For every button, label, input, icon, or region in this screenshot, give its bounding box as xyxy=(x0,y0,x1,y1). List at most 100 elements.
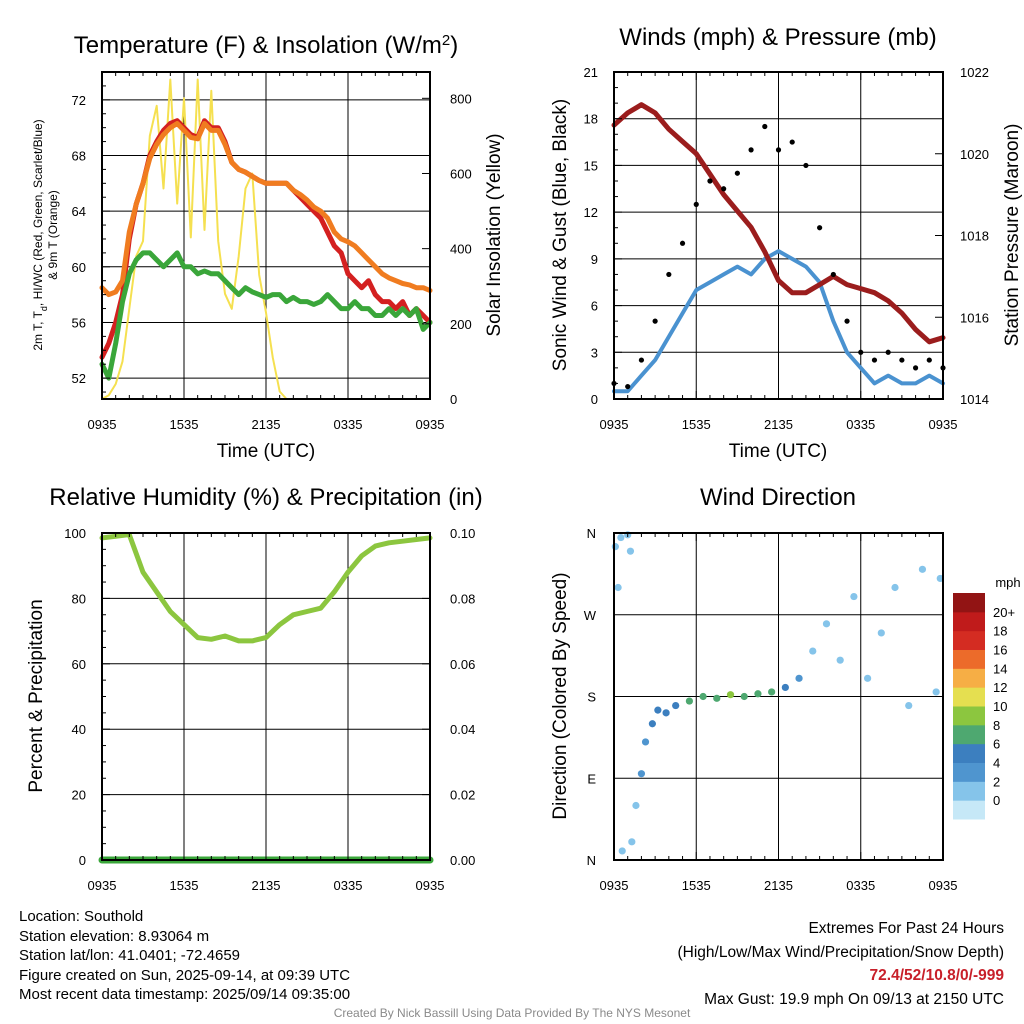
direction-point xyxy=(699,692,707,701)
wind-ytick-label: 6 xyxy=(591,299,598,314)
rh-y2tick-label: 0.02 xyxy=(450,788,475,803)
winds-ylabel: Sonic Wind & Gust (Blue, Black) xyxy=(550,99,571,371)
dir-xtick-label: 0935 xyxy=(600,878,629,893)
colorbar-label: 10 xyxy=(993,699,1007,714)
colorbar-swatch xyxy=(953,706,985,726)
gust-point xyxy=(638,357,645,363)
temp-y2tick-label: 800 xyxy=(450,91,472,106)
dir-ytick-label: N xyxy=(587,853,596,868)
temp-ytick-label: 52 xyxy=(72,371,86,386)
svg-text:2m T, Td, HI/WC (Red, Green, S: 2m T, Td, HI/WC (Red, Green, Scarlet/Blu… xyxy=(31,119,49,350)
direction-title: Wind Direction xyxy=(700,484,856,511)
temperature-series xyxy=(99,78,433,400)
winds-ticks: 0935 1535 2135 0335 093503691215182110141016… xyxy=(584,65,989,432)
winds-panel: Winds (mph) & Pressure (mb) 0935 1535 2135… xyxy=(550,24,1023,462)
gust-point xyxy=(652,318,658,324)
station-latlon: Station lat/lon: 41.0401; -72.4659 xyxy=(19,947,241,965)
dir-xtick-label: 2135 xyxy=(764,878,793,893)
wind-ytick-label: 15 xyxy=(584,158,598,173)
gust-point xyxy=(679,240,686,246)
direction-grid xyxy=(613,532,944,861)
wind-ytick-label: 18 xyxy=(584,112,598,127)
direction-point xyxy=(932,688,940,696)
extremes-block: Extremes For Past 24 Hours (High/Low/Max… xyxy=(678,917,1005,1011)
rh-y2tick-label: 0.08 xyxy=(450,591,475,606)
temp-xtick-label: 2135 xyxy=(252,417,281,432)
direction-point xyxy=(641,738,650,746)
direction-point xyxy=(877,629,885,637)
gust-point xyxy=(707,178,713,184)
dir-xtick-label: 0335 xyxy=(846,878,875,893)
colorbar: 0 2 4 6 8 10 12 14 16 18 20+ xyxy=(953,593,1015,820)
wind-y2tick-label: 1014 xyxy=(960,392,989,407)
temp-y2tick-label: 0 xyxy=(450,392,457,407)
colorbar-swatch xyxy=(953,724,985,745)
wind-xtick-label: 0935 xyxy=(600,417,629,432)
temperature-grid xyxy=(101,72,431,399)
direction-point xyxy=(611,543,619,551)
gust-point xyxy=(775,147,782,153)
temp-ytick-label: 60 xyxy=(72,260,86,275)
extremes-values: 72.4/52/10.8/0/-999 xyxy=(869,967,1004,984)
gust-point xyxy=(762,123,768,130)
rh-xtick-label: 1535 xyxy=(170,878,199,893)
credit-line: Created By Nick Bassill Using Data Provi… xyxy=(333,1006,691,1020)
colorbar-swatch xyxy=(953,743,985,763)
temp-ytick-label: 56 xyxy=(72,315,86,330)
temperature-xlabel: Time (UTC) xyxy=(217,441,316,462)
colorbar-swatch xyxy=(953,781,985,801)
colorbar-swatch xyxy=(953,630,985,650)
colorbar-label: 14 xyxy=(993,661,1007,676)
winds-title: Winds (mph) & Pressure (mb) xyxy=(619,24,936,51)
rh-xtick-label: 0935 xyxy=(88,878,117,893)
direction-point xyxy=(617,533,625,542)
direction-point xyxy=(822,620,831,628)
temperature-y2label: Solar Insolation (Yellow) xyxy=(484,133,505,336)
temp-series-td xyxy=(99,250,433,381)
rh-ytick-label: 0 xyxy=(79,853,86,868)
dir-xtick-label: 1535 xyxy=(682,878,711,893)
rh-series-relative-humidity xyxy=(99,532,433,644)
temperature-title: Temperature (F) & Insolation (W/m2) xyxy=(74,32,458,60)
rh-ytick-label: 100 xyxy=(64,526,86,541)
direction-point xyxy=(891,583,899,592)
direction-point xyxy=(632,801,640,810)
extremes-title: Extremes For Past 24 Hours xyxy=(808,920,1004,937)
direction-point xyxy=(614,583,622,592)
direction-point xyxy=(672,701,680,710)
direction-point xyxy=(850,592,858,601)
colorbar-label: 20+ xyxy=(993,605,1015,620)
rh-xtick-label: 0335 xyxy=(334,878,363,893)
temp-xtick-label: 0935 xyxy=(88,417,117,432)
wind-y2tick-label: 1022 xyxy=(960,65,989,80)
direction-panel: Wind Direction 0935 1535 2135 0335 0935 N E S W N… xyxy=(550,484,1021,893)
direction-point xyxy=(726,691,735,699)
rh-ytick-label: 60 xyxy=(72,657,86,672)
wind-y2tick-label: 1020 xyxy=(960,147,989,162)
max-gust: Max Gust: 19.9 mph On 09/13 at 2150 UTC xyxy=(704,990,1004,1008)
colorbar-swatch xyxy=(953,649,985,669)
dir-xtick-label: 0935 xyxy=(929,878,958,893)
gust-point xyxy=(803,162,809,169)
direction-point xyxy=(795,674,803,682)
dir-ytick-label: S xyxy=(587,690,596,705)
colorbar-label: 12 xyxy=(993,680,1007,695)
dir-ytick-label: W xyxy=(584,608,597,623)
direction-point xyxy=(740,692,748,701)
gust-point xyxy=(912,365,919,371)
colorbar-label: 4 xyxy=(993,756,1000,771)
direction-point xyxy=(768,688,776,696)
temp-ytick-label: 64 xyxy=(72,204,86,219)
gust-point xyxy=(789,139,795,145)
gust-point xyxy=(844,318,850,324)
gust-point xyxy=(734,170,740,176)
rh-ytick-label: 80 xyxy=(72,591,86,606)
gust-point xyxy=(693,201,699,207)
colorbar-swatch xyxy=(953,668,985,688)
temp-y2tick-label: 600 xyxy=(450,166,472,181)
wind-ytick-label: 21 xyxy=(584,65,598,80)
gust-point xyxy=(666,271,672,278)
dir-ytick-label: E xyxy=(587,771,596,786)
colorbar-swatch xyxy=(953,800,985,820)
colorbar-label: 16 xyxy=(993,643,1007,658)
